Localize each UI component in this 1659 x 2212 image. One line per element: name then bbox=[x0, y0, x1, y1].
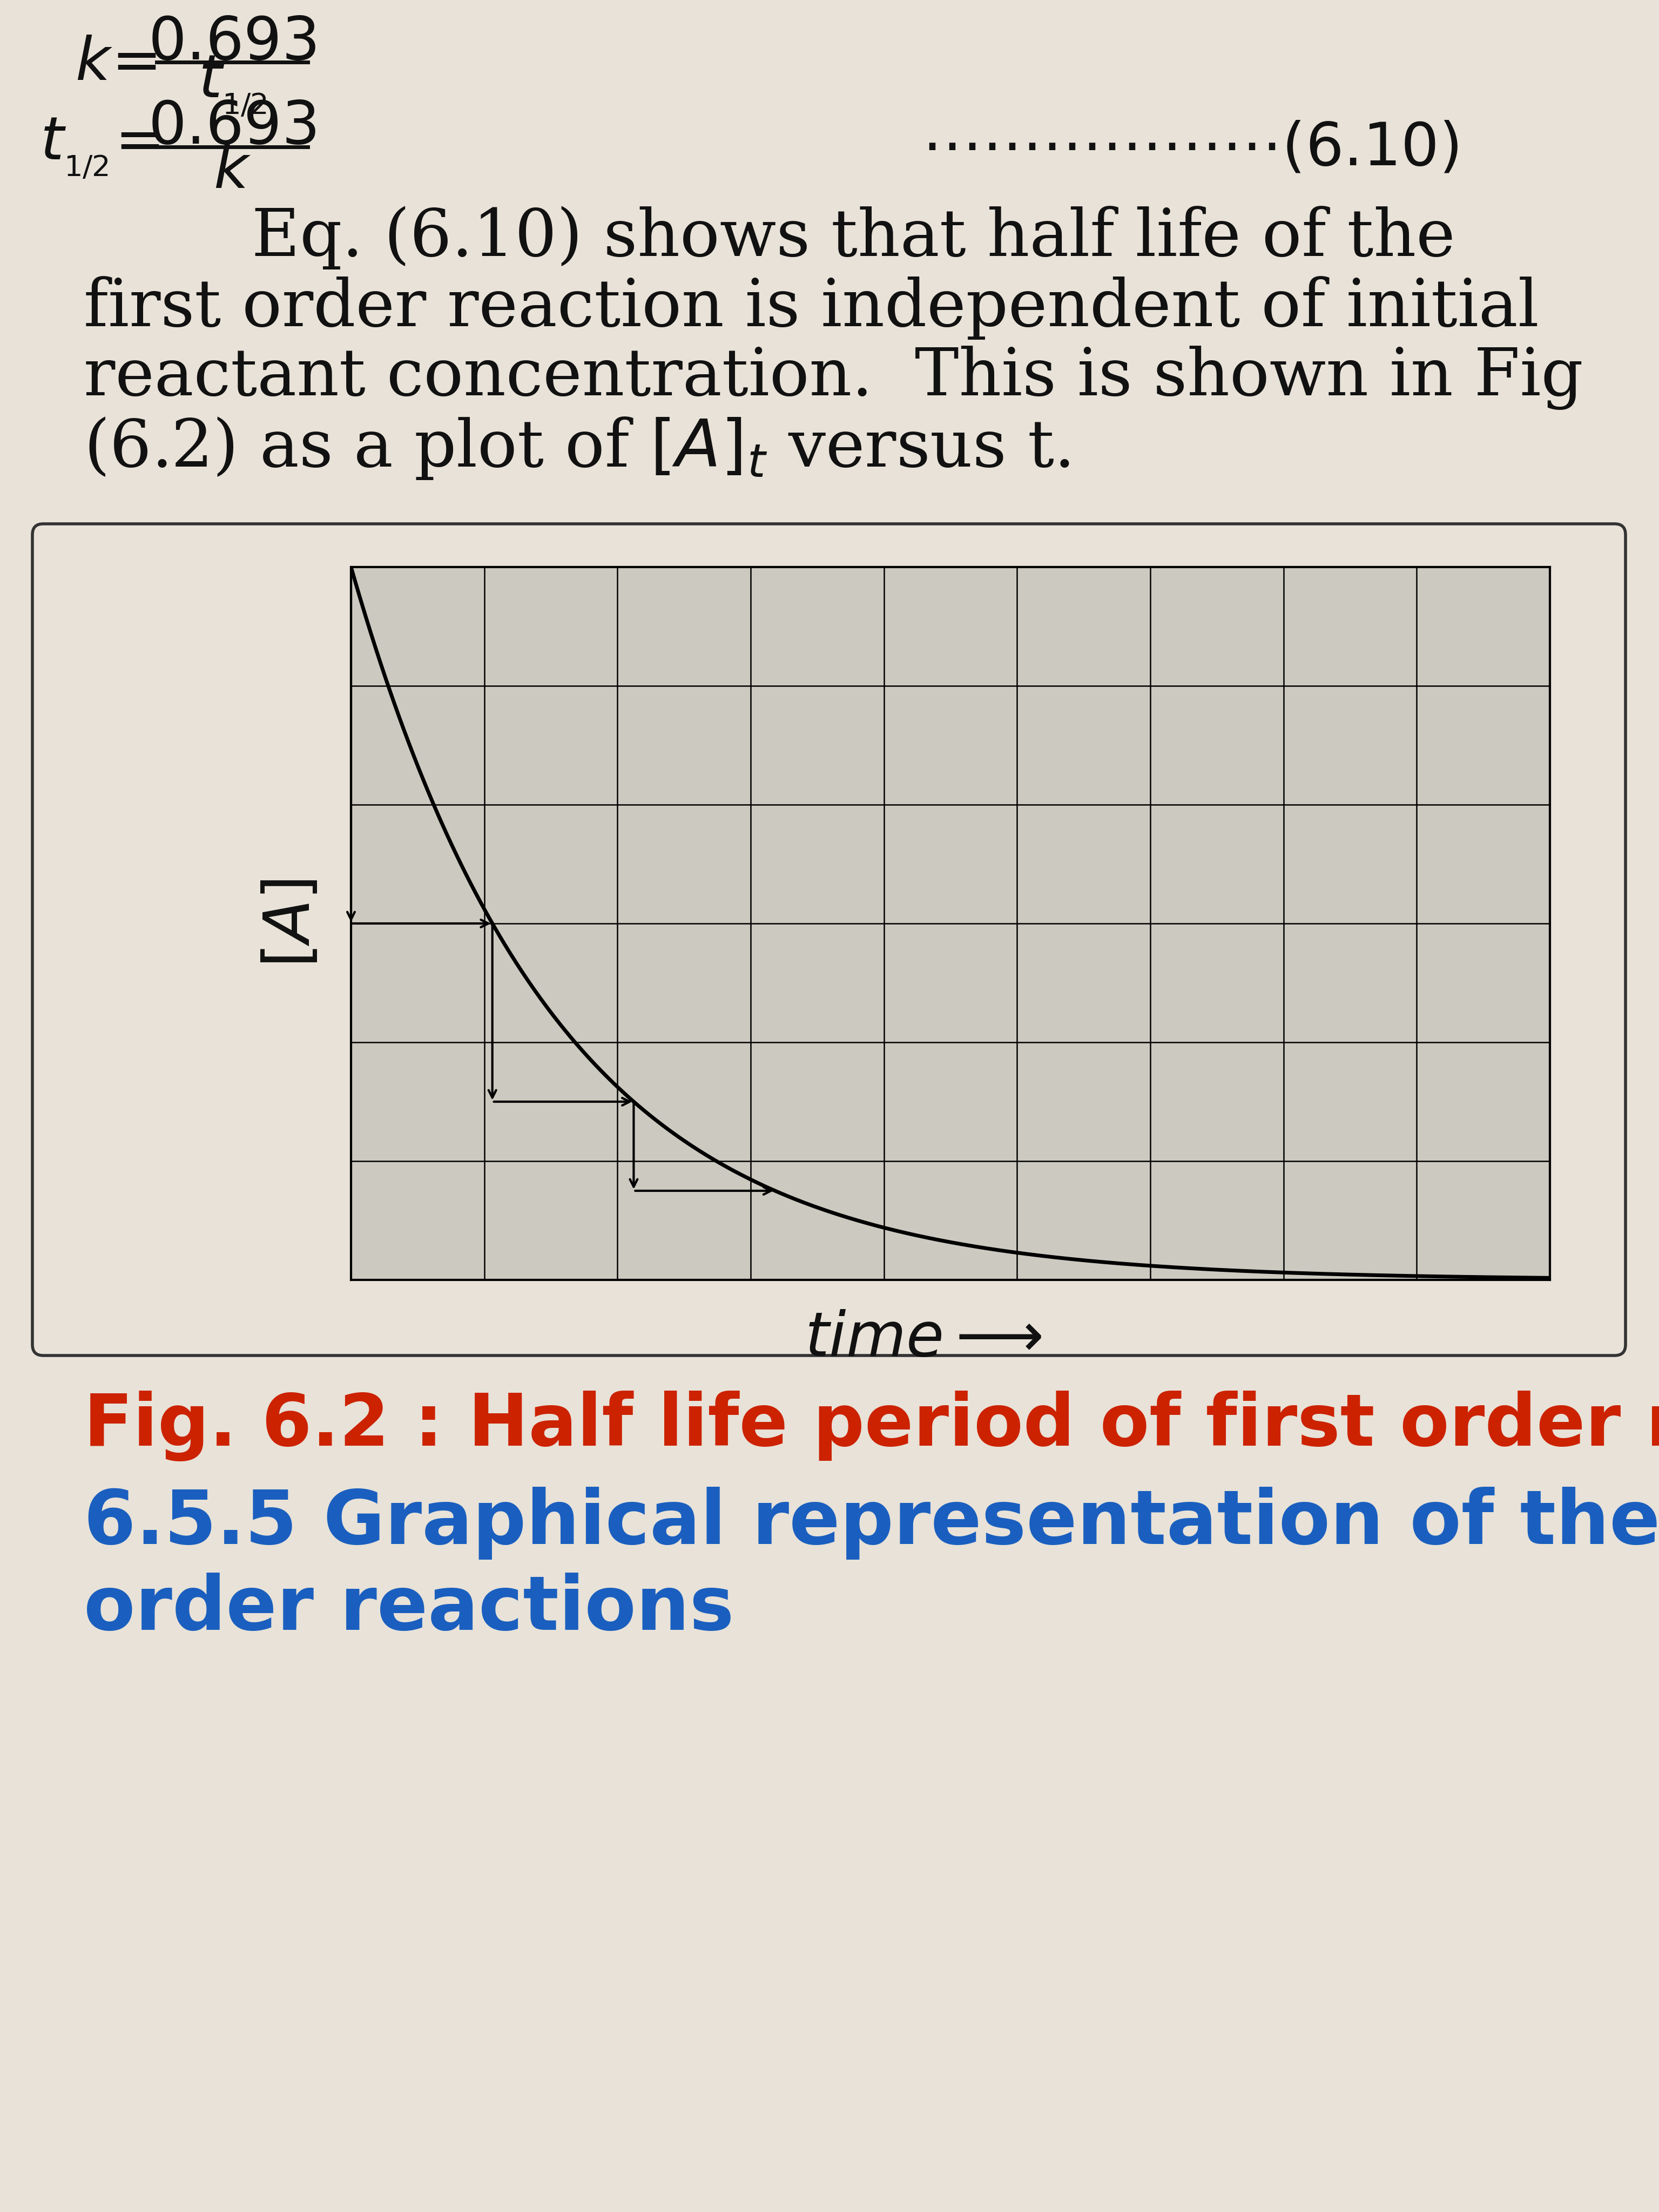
Text: $0.693$: $0.693$ bbox=[148, 97, 317, 155]
Text: Fig. 6.2 : Half life period of first order reaction: Fig. 6.2 : Half life period of first ord… bbox=[83, 1391, 1659, 1462]
Text: order reactions: order reactions bbox=[83, 1573, 735, 1646]
Text: 6.5.5 Graphical representation of the first: 6.5.5 Graphical representation of the fi… bbox=[83, 1486, 1659, 1559]
FancyBboxPatch shape bbox=[33, 524, 1626, 1356]
Text: (6.2) as a plot of $[A]_t$ versus t.: (6.2) as a plot of $[A]_t$ versus t. bbox=[83, 416, 1070, 482]
Text: $t_{_{1/2}}$: $t_{_{1/2}}$ bbox=[197, 55, 267, 117]
Text: reactant concentration.  This is shown in Fig: reactant concentration. This is shown in… bbox=[83, 345, 1583, 409]
Text: $k$: $k$ bbox=[214, 144, 251, 201]
Text: $0.693$: $0.693$ bbox=[148, 13, 317, 73]
Text: $time \longrightarrow$: $time \longrightarrow$ bbox=[805, 1310, 1042, 1369]
Text: $k\!=\!$: $k\!=\!$ bbox=[75, 35, 158, 93]
Text: Eq. (6.10) shows that half life of the: Eq. (6.10) shows that half life of the bbox=[83, 206, 1455, 270]
Text: $[A]$: $[A]$ bbox=[260, 878, 322, 969]
Text: $\cdots\cdots\cdots\cdots\cdots\cdots(6.10)$: $\cdots\cdots\cdots\cdots\cdots\cdots(6.… bbox=[922, 119, 1458, 177]
Text: $t_{_{1/2}}\!=\!$: $t_{_{1/2}}\!=\!$ bbox=[40, 117, 159, 181]
Text: first order reaction is independent of initial: first order reaction is independent of i… bbox=[83, 276, 1540, 341]
